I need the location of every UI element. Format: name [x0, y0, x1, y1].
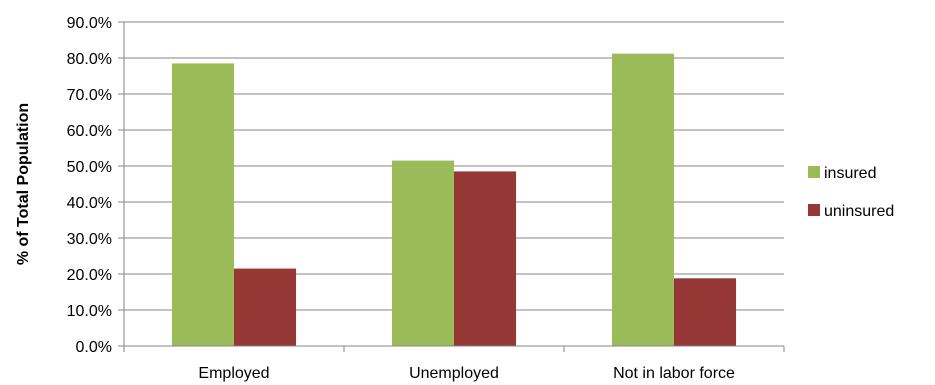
y-tick-label: 80.0%: [67, 51, 112, 68]
bar-uninsured-1: [454, 171, 517, 346]
axes: [123, 22, 784, 347]
x-tick-label: Employed: [198, 365, 269, 382]
x-tick-label: Not in labor force: [613, 365, 735, 382]
legend-label-insured: insured: [824, 165, 876, 182]
x-tick-labels: Employed Unemployed Not in labor force: [198, 365, 735, 382]
y-tick-label: 90.0%: [67, 15, 112, 32]
x-tick-label: Unemployed: [409, 365, 499, 382]
y-tick-label: 0.0%: [76, 339, 112, 356]
bar-uninsured-2: [674, 278, 737, 346]
bar-uninsured-0: [234, 268, 297, 346]
y-axis-title: % of Total Population: [15, 103, 32, 265]
y-tick-label: 40.0%: [67, 195, 112, 212]
y-tick-label: 30.0%: [67, 231, 112, 248]
bar-insured-1: [391, 160, 454, 346]
y-tick-label: 50.0%: [67, 159, 112, 176]
legend: insured uninsured: [808, 165, 894, 220]
y-tick-label: 70.0%: [67, 87, 112, 104]
bar-insured-2: [611, 53, 674, 347]
bars: [171, 53, 737, 347]
legend-swatch-uninsured: [808, 204, 820, 216]
legend-label-uninsured: uninsured: [824, 203, 894, 220]
legend-swatch-insured: [808, 166, 820, 178]
bar-insured-0: [171, 63, 234, 347]
y-tick-labels: 0.0% 10.0% 20.0% 30.0% 40.0% 50.0% 60.0% 70.0% 8…: [67, 15, 112, 356]
y-tick-label: 10.0%: [67, 303, 112, 320]
y-tick-label: 20.0%: [67, 267, 112, 284]
y-tick-label: 60.0%: [67, 123, 112, 140]
